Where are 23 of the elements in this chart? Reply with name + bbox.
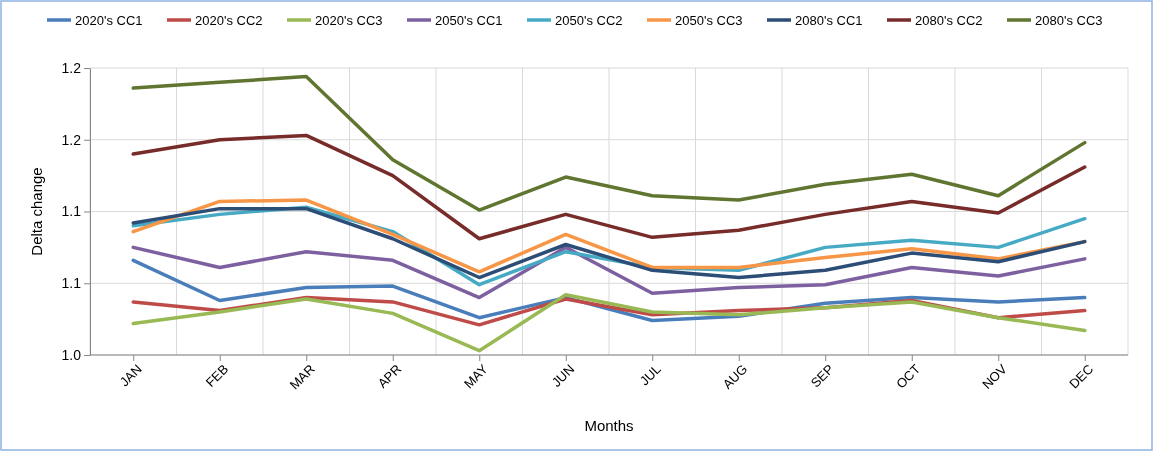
x-axis-title: Months [584, 417, 634, 434]
line-series [131, 133, 1087, 241]
legend-label: 2020's CC2 [195, 13, 263, 28]
legend-label: 2050's CC3 [675, 13, 743, 28]
legend-label: 2020's CC3 [315, 13, 383, 28]
line-series [131, 292, 1087, 353]
y-axis-title: Delta change [28, 167, 45, 256]
y-tick-label: 1.1 [61, 203, 82, 220]
legend-label: 2080's CC3 [1035, 13, 1103, 28]
legend-label: 2020's CC1 [75, 13, 143, 28]
y-tick-label: 1.2 [61, 59, 82, 76]
legend-label: 2050's CC1 [435, 13, 503, 28]
line-series [131, 74, 1087, 212]
y-tick-label: 1.0 [61, 346, 82, 363]
line-series [131, 245, 1087, 300]
y-tick-label: 1.1 [61, 275, 82, 292]
legend-label: 2080's CC2 [915, 13, 983, 28]
y-tick-label: 1.2 [61, 131, 82, 148]
x-tick-label: FEB [202, 361, 232, 390]
x-tick-label: SEP [807, 361, 837, 391]
legend-label: 2080's CC1 [795, 13, 863, 28]
legend-label: 2050's CC2 [555, 13, 623, 28]
x-tick-label: JUL [636, 361, 664, 389]
